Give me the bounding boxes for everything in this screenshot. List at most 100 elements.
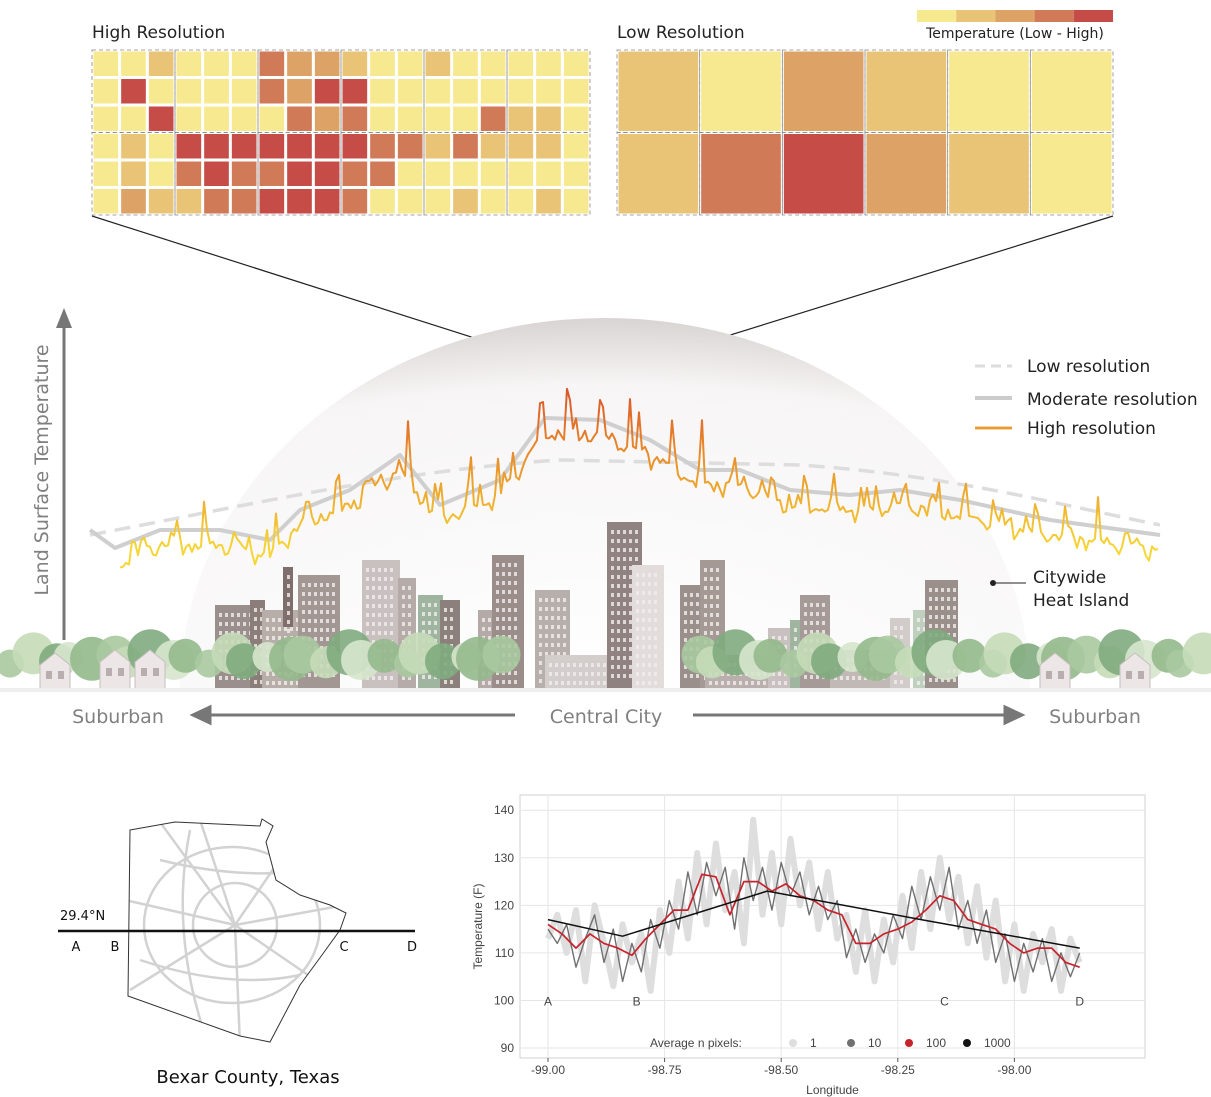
- heat-cell: [370, 79, 395, 104]
- window: [935, 606, 938, 610]
- heat-cell: [784, 134, 864, 214]
- window: [408, 631, 411, 635]
- window: [617, 593, 620, 597]
- window: [617, 656, 620, 660]
- window: [623, 620, 626, 624]
- window: [308, 673, 311, 677]
- window: [514, 572, 517, 576]
- window: [579, 672, 582, 676]
- window: [822, 603, 825, 607]
- window: [563, 598, 566, 602]
- window: [444, 617, 447, 621]
- window: [219, 613, 222, 617]
- window: [929, 615, 932, 619]
- window: [654, 627, 657, 631]
- window: [894, 626, 897, 630]
- window: [591, 681, 594, 685]
- heat-cell: [536, 134, 561, 159]
- window: [573, 672, 576, 676]
- window: [953, 678, 956, 682]
- window: [642, 573, 645, 577]
- window: [514, 626, 517, 630]
- window: [642, 627, 645, 631]
- heat-cell: [426, 189, 451, 214]
- window: [320, 619, 323, 623]
- window: [642, 645, 645, 649]
- window: [654, 681, 657, 685]
- window: [557, 598, 560, 602]
- window: [272, 636, 275, 640]
- window: [243, 631, 246, 635]
- window: [408, 622, 411, 626]
- heat-cell: [564, 162, 589, 187]
- window: [502, 581, 505, 585]
- direction-label: Central City: [550, 706, 662, 728]
- heat-cell: [287, 52, 312, 77]
- window: [372, 613, 375, 617]
- window: [629, 584, 632, 588]
- window: [710, 595, 713, 599]
- heat-cell: [536, 162, 561, 187]
- heat-cell: [204, 162, 229, 187]
- window: [617, 575, 620, 579]
- window: [696, 602, 699, 606]
- window: [696, 629, 699, 633]
- window: [488, 627, 491, 631]
- window: [629, 557, 632, 561]
- window: [372, 631, 375, 635]
- heat-cell: [536, 189, 561, 214]
- window: [428, 603, 431, 607]
- heat-cell: [343, 189, 368, 214]
- window: [390, 622, 393, 626]
- window: [941, 588, 944, 592]
- window: [617, 539, 620, 543]
- window: [690, 593, 693, 597]
- heat-cell: [398, 107, 423, 132]
- window: [704, 577, 707, 581]
- window: [573, 681, 576, 685]
- window: [539, 679, 542, 683]
- window: [822, 621, 825, 625]
- window: [585, 681, 588, 685]
- window: [332, 628, 335, 632]
- window: [617, 638, 620, 642]
- y-tick-label: 120: [494, 898, 514, 912]
- heatmap-legend-label: Temperature (Low - High): [925, 26, 1104, 42]
- window: [585, 672, 588, 676]
- window: [551, 616, 554, 620]
- window: [929, 588, 932, 592]
- window: [514, 635, 517, 639]
- window: [219, 631, 222, 635]
- window: [611, 620, 614, 624]
- window: [320, 610, 323, 614]
- window: [629, 629, 632, 633]
- window: [716, 577, 719, 581]
- window: [551, 625, 554, 629]
- window: [402, 613, 405, 617]
- window: [366, 595, 369, 599]
- heat-cell: [343, 79, 368, 104]
- window: [402, 604, 405, 608]
- window: [623, 656, 626, 660]
- window: [784, 681, 787, 685]
- window: [390, 595, 393, 599]
- window: [243, 613, 246, 617]
- window: [947, 588, 950, 592]
- window: [450, 635, 453, 639]
- window: [545, 598, 548, 602]
- window: [561, 663, 564, 667]
- window: [648, 681, 651, 685]
- window: [648, 645, 651, 649]
- window: [326, 601, 329, 605]
- heat-cell: [343, 134, 368, 159]
- window: [508, 563, 511, 567]
- window: [287, 611, 290, 615]
- window: [444, 608, 447, 612]
- window: [611, 602, 614, 606]
- window: [278, 681, 281, 685]
- window: [378, 568, 381, 572]
- ground: [0, 688, 1211, 692]
- window: [422, 603, 425, 607]
- heat-cell: [121, 189, 146, 214]
- window: [716, 613, 719, 617]
